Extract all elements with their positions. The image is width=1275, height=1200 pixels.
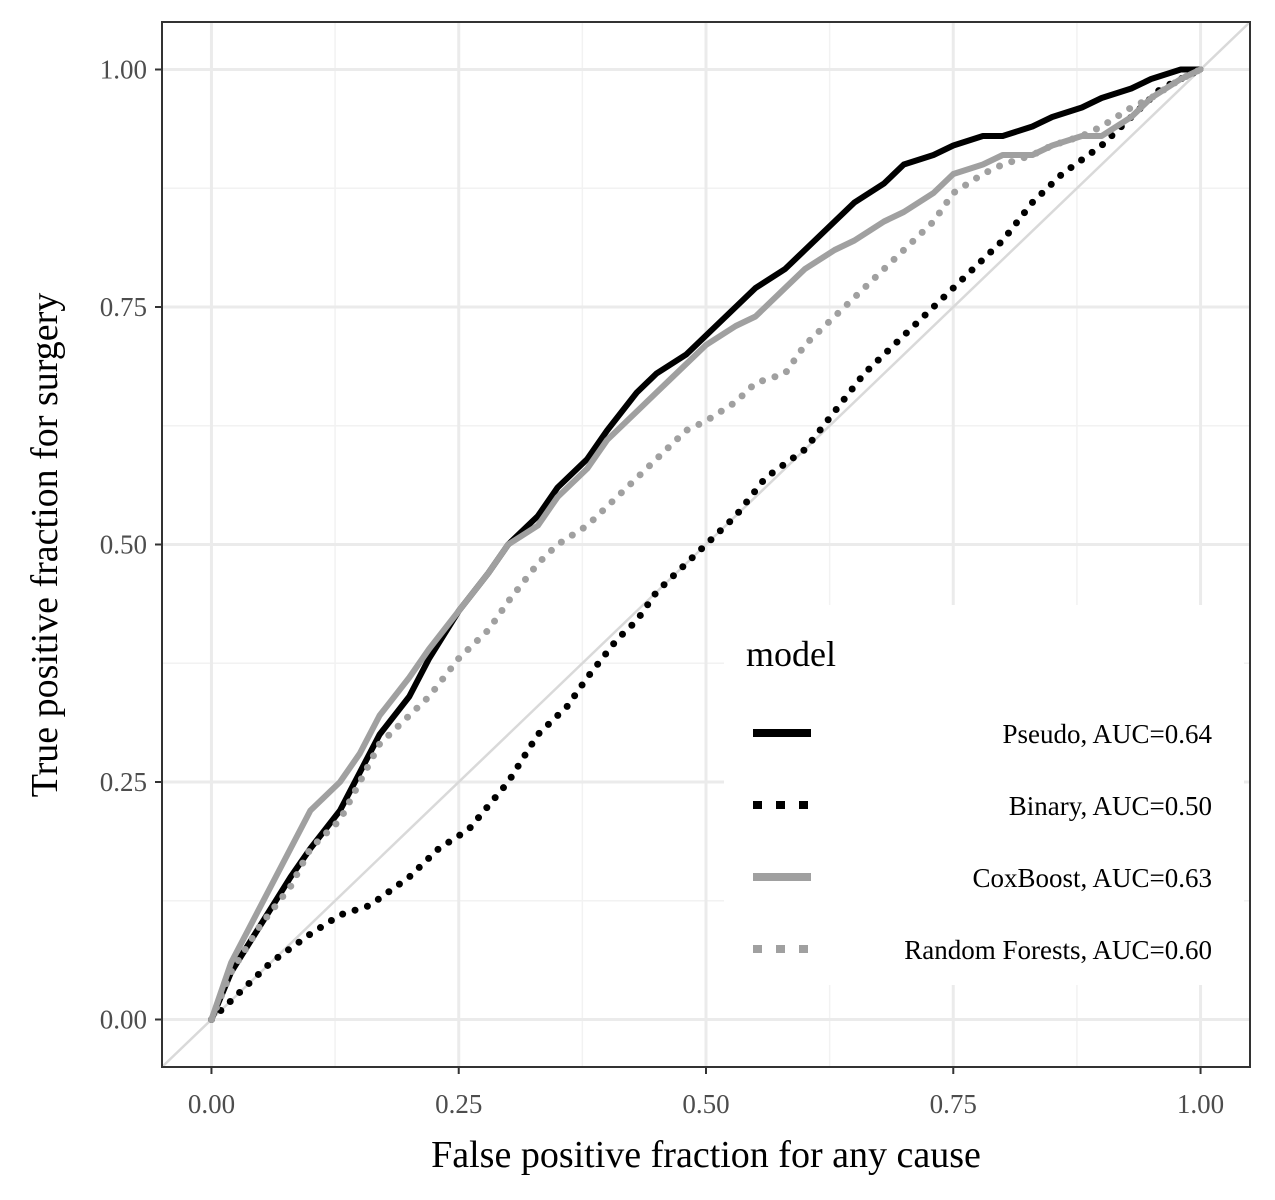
series-line-4 — [208, 66, 1204, 1023]
legend-label-2: Binary, AUC=0.50 — [1009, 791, 1212, 821]
series-line-1 — [208, 66, 1204, 1023]
series-line-2 — [208, 66, 1204, 1023]
y-tick-label: 0.25 — [100, 767, 147, 797]
axis-ticks: 0.00 0.25 0.50 0.75 1.00 0.00 0.25 0.50 0.75 1.00 — [100, 55, 1224, 1120]
legend: model Pseudo, AUC=0.64 Binary, AUC=0.50 Co… — [724, 605, 1244, 985]
diagonal-line — [161, 21, 1251, 1068]
y-tick-label: 0.75 — [100, 292, 147, 322]
x-tick-label: 0.25 — [435, 1089, 482, 1119]
series-group — [208, 66, 1204, 1023]
legend-label-3: CoxBoost, AUC=0.63 — [972, 863, 1212, 893]
y-axis-title: True positive fraction for surgery — [24, 293, 66, 797]
legend-label-1: Pseudo, AUC=0.64 — [1002, 719, 1212, 749]
legend-background — [724, 605, 1244, 985]
x-tick-label: 0.50 — [682, 1089, 729, 1119]
y-tick-label: 0.00 — [100, 1005, 147, 1035]
reference-diagonal — [161, 21, 1251, 1068]
y-tick-label: 1.00 — [100, 55, 147, 85]
legend-title: model — [746, 634, 836, 674]
x-tick-label: 0.75 — [930, 1089, 977, 1119]
legend-label-4: Random Forests, AUC=0.60 — [904, 935, 1212, 965]
y-tick-label: 0.50 — [100, 530, 147, 560]
x-axis-title: False positive fraction for any cause — [431, 1134, 981, 1176]
x-tick-label: 1.00 — [1177, 1089, 1224, 1119]
x-tick-label: 0.00 — [188, 1089, 235, 1119]
